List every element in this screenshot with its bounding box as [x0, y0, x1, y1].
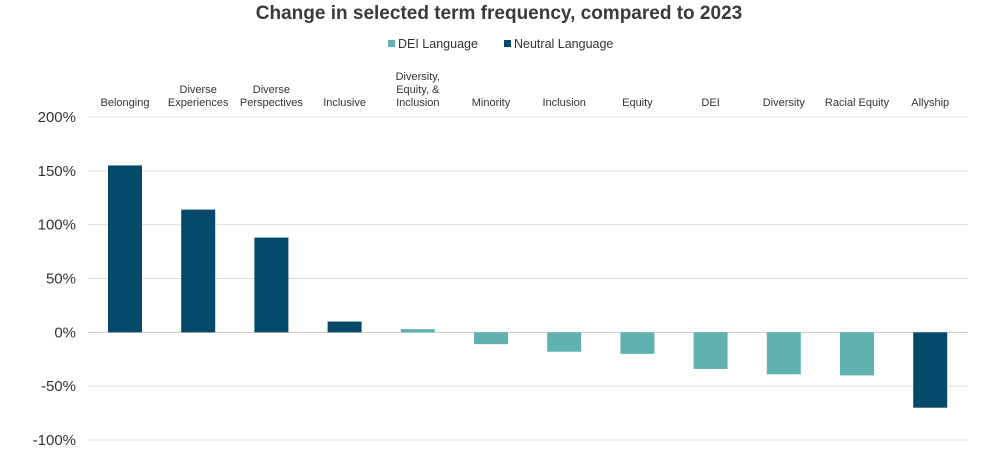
legend-label: Neutral Language [514, 37, 613, 51]
bar [108, 165, 142, 333]
y-tick-label: -100% [33, 432, 76, 449]
category-label: Diversity, Equity, & Inclusion [396, 71, 440, 109]
bar [327, 321, 362, 333]
category-label: Diversity [763, 97, 806, 109]
legend-item: Neutral Language [504, 37, 613, 51]
bar [620, 332, 655, 354]
y-tick-label: 150% [38, 163, 76, 180]
category-label: Belonging [101, 97, 150, 109]
legend-swatch [504, 40, 511, 47]
category-label: Minority [472, 97, 511, 109]
category-label: Racial Equity [825, 97, 890, 109]
legend: DEI Language Neutral Language [388, 37, 613, 51]
chart-title: Change in selected term frequency, compa… [256, 3, 742, 24]
category-label: Diverse Experiences [168, 84, 229, 109]
gridlines [88, 116, 968, 441]
bar [693, 332, 728, 369]
category-label: Inclusion [542, 97, 585, 109]
y-tick-label: 50% [46, 271, 76, 288]
bar [254, 237, 289, 333]
y-tick-label: -50% [41, 378, 76, 395]
bar [474, 332, 508, 345]
legend-swatch [388, 40, 395, 47]
y-tick-label: 0% [54, 324, 76, 341]
bar [913, 332, 948, 408]
bar [400, 329, 435, 333]
bar [766, 332, 801, 375]
legend-label: DEI Language [398, 37, 478, 51]
y-tick-label: 100% [38, 217, 76, 234]
category-labels: Belonging Diverse Experiences Diverse Perspe… [101, 71, 950, 109]
category-label: DEI [701, 97, 719, 109]
bar [181, 209, 216, 333]
category-label: Diverse Perspectives [240, 84, 303, 109]
y-axis: 200% 150% 100% 50% 0% -50% -100% [33, 109, 76, 449]
bars [108, 165, 948, 408]
bar [840, 332, 874, 376]
bar [547, 332, 582, 352]
category-label: Equity [622, 97, 653, 109]
category-label: Inclusive [323, 97, 366, 109]
category-label: Allyship [911, 97, 949, 109]
y-tick-label: 200% [38, 109, 76, 126]
legend-item: DEI Language [388, 37, 478, 51]
